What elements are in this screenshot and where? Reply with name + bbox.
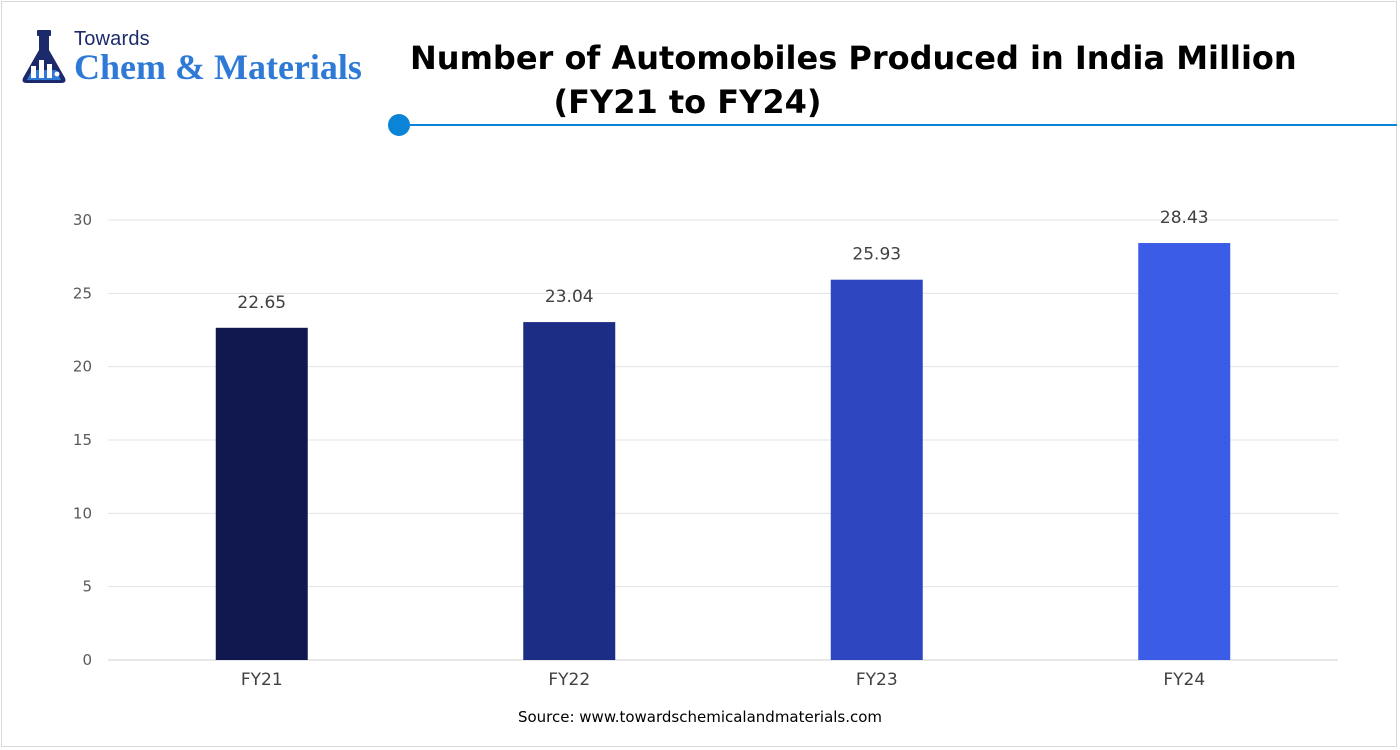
x-tick-label-fy22: FY22: [548, 670, 590, 690]
bar-fy21: [215, 327, 308, 660]
y-tick-label-25: 25: [73, 284, 92, 302]
data-label-fy24: 28.43: [1160, 208, 1209, 228]
x-tick-label-fy21: FY21: [241, 670, 283, 690]
data-label-fy21: 22.65: [237, 293, 286, 313]
x-tick-label-fy23: FY23: [856, 670, 898, 690]
y-tick-label-20: 20: [73, 358, 92, 376]
y-tick-label-0: 0: [82, 651, 92, 669]
y-tick-label-30: 30: [73, 211, 92, 229]
bar-fy22: [523, 322, 616, 660]
source-note: Source: www.towardschemicalandmaterials.…: [517, 708, 883, 726]
brand-logo: Towards Chem & Materials: [20, 28, 390, 88]
title-rule-dot: [388, 114, 410, 136]
flask-logo-icon: [22, 30, 66, 83]
y-tick-label-10: 10: [73, 504, 92, 522]
logo-text-brand: Chem & Materials: [74, 47, 362, 87]
logo-text-towards: Towards: [74, 28, 150, 50]
bar-fy24: [1138, 243, 1231, 660]
x-tick-label-fy24: FY24: [1163, 670, 1205, 690]
bar-fy23: [830, 279, 923, 660]
chart-title-line-2: (FY21 to FY24): [553, 83, 822, 121]
y-tick-label-15: 15: [73, 431, 92, 449]
title-rule-line: [405, 124, 1397, 126]
y-tick-label-5: 5: [82, 578, 92, 596]
data-label-fy22: 23.04: [545, 287, 594, 307]
data-label-fy23: 25.93: [852, 245, 901, 265]
